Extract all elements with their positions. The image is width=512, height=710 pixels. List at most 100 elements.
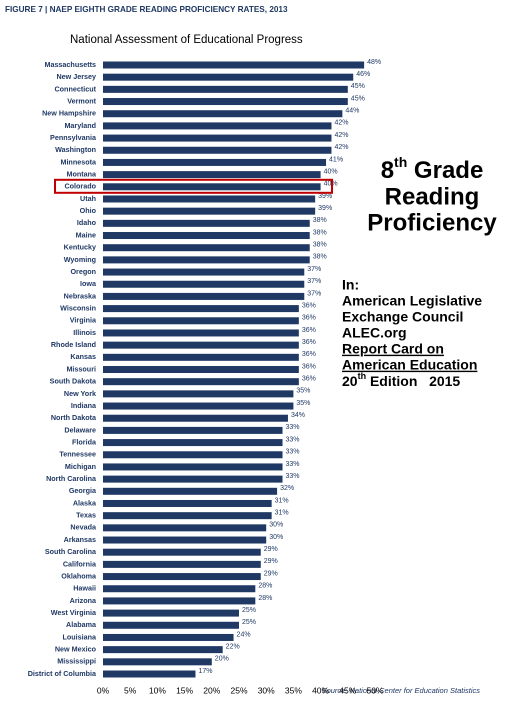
data-label: 28% bbox=[258, 595, 272, 602]
y-tick-label: Ohio bbox=[80, 206, 97, 215]
bar bbox=[103, 390, 294, 398]
citation-line: American Legislative bbox=[342, 293, 482, 309]
bar bbox=[103, 232, 310, 240]
y-tick-label: Nebraska bbox=[64, 291, 97, 300]
bar bbox=[103, 560, 261, 568]
bar bbox=[103, 366, 299, 373]
data-label: 29% bbox=[264, 570, 278, 577]
bar bbox=[103, 536, 267, 544]
bar bbox=[103, 292, 305, 300]
bar bbox=[103, 110, 343, 118]
data-label: 37% bbox=[307, 266, 321, 273]
y-tick-label: Colorado bbox=[64, 182, 96, 191]
y-tick-label: Alaska bbox=[73, 498, 97, 507]
data-label: 17% bbox=[198, 668, 212, 675]
bar bbox=[103, 658, 212, 666]
bar bbox=[103, 451, 283, 459]
y-tick-label: Utah bbox=[80, 194, 96, 203]
citation-line: ALEC.org bbox=[342, 325, 407, 341]
data-label: 31% bbox=[275, 510, 289, 517]
headline-line: 8th Grade bbox=[381, 154, 484, 185]
bar bbox=[103, 585, 256, 593]
bar bbox=[103, 439, 283, 447]
bar bbox=[103, 475, 283, 483]
x-tick-label: 40% bbox=[312, 685, 329, 695]
data-label: 42% bbox=[334, 132, 348, 139]
y-tick-label: Kentucky bbox=[64, 243, 96, 252]
y-tick-label: Kansas bbox=[70, 352, 96, 361]
data-label: 25% bbox=[242, 619, 256, 626]
y-tick-label: Texas bbox=[76, 511, 96, 520]
data-label: 46% bbox=[356, 71, 370, 78]
bar bbox=[103, 122, 332, 130]
bar bbox=[103, 171, 321, 179]
citation-line: American Education bbox=[342, 357, 477, 373]
data-label: 38% bbox=[313, 229, 327, 236]
y-tick-label: New Hampshire bbox=[42, 109, 96, 118]
bar bbox=[103, 378, 299, 386]
y-tick-label: Maryland bbox=[64, 121, 96, 130]
chart-subtitle: National Assessment of Educational Progr… bbox=[70, 34, 303, 46]
y-tick-label: Connecticut bbox=[54, 84, 96, 93]
data-label: 30% bbox=[269, 534, 283, 541]
y-tick-label: Wyoming bbox=[64, 255, 96, 264]
y-tick-label: California bbox=[63, 559, 97, 568]
x-tick-label: 45% bbox=[339, 685, 356, 695]
data-label: 36% bbox=[302, 302, 316, 309]
bar bbox=[103, 85, 348, 93]
bar bbox=[103, 195, 316, 203]
data-label: 33% bbox=[286, 449, 300, 456]
bar bbox=[103, 633, 234, 641]
data-label: 36% bbox=[302, 327, 316, 334]
data-label: 33% bbox=[286, 473, 300, 480]
y-tick-label: Delaware bbox=[64, 425, 96, 434]
data-label: 41% bbox=[329, 156, 343, 163]
plot-area: 0% 5% 10% 15% 20% 25% 30% 35% 40% 45% 50% Massachus… bbox=[28, 59, 384, 695]
data-label: 36% bbox=[302, 315, 316, 322]
y-tick-label: South Dakota bbox=[50, 377, 97, 386]
data-label: 36% bbox=[302, 376, 316, 383]
y-tick-label: Rhode Island bbox=[51, 340, 96, 349]
y-tick-label: Massachusetts bbox=[44, 60, 96, 69]
bar bbox=[103, 512, 272, 520]
data-label: 38% bbox=[313, 254, 327, 261]
y-tick-label: Tennessee bbox=[59, 450, 96, 459]
data-label: 20% bbox=[215, 656, 229, 663]
bar bbox=[103, 268, 305, 276]
data-label: 36% bbox=[302, 339, 316, 346]
x-tick-label: 35% bbox=[285, 685, 302, 695]
bar bbox=[103, 134, 332, 142]
y-tick-label: New Jersey bbox=[56, 72, 96, 81]
bar bbox=[103, 499, 272, 507]
bar bbox=[103, 207, 316, 215]
y-tick-label: Nevada bbox=[70, 523, 97, 532]
data-label: 29% bbox=[264, 558, 278, 565]
headline-line: Proficiency bbox=[367, 209, 497, 236]
bar bbox=[103, 158, 327, 166]
bar bbox=[103, 597, 256, 605]
data-label: 42% bbox=[334, 120, 348, 127]
data-label: 28% bbox=[258, 583, 272, 590]
bar bbox=[103, 256, 310, 264]
bar bbox=[103, 98, 348, 106]
x-tick-label: 10% bbox=[149, 685, 166, 695]
citation-line: 20th Edition 2015 bbox=[342, 371, 460, 388]
data-label: 32% bbox=[280, 485, 294, 492]
headline-text: Grade bbox=[407, 157, 483, 184]
y-tick-label: Louisiana bbox=[62, 632, 97, 641]
bar bbox=[103, 670, 196, 678]
y-tick-label: Michigan bbox=[65, 462, 96, 471]
bar bbox=[103, 146, 332, 154]
headline-superscript: th bbox=[394, 154, 407, 170]
y-tick-label: Georgia bbox=[69, 486, 97, 495]
bar bbox=[103, 353, 299, 361]
bar bbox=[103, 317, 299, 325]
data-label: 45% bbox=[351, 95, 365, 102]
x-tick-label: 0% bbox=[97, 685, 110, 695]
data-label: 37% bbox=[307, 290, 321, 297]
y-tick-label: New Mexico bbox=[55, 645, 97, 654]
source-note: Source: National Center for Education St… bbox=[322, 686, 481, 695]
data-label: 37% bbox=[307, 278, 321, 285]
